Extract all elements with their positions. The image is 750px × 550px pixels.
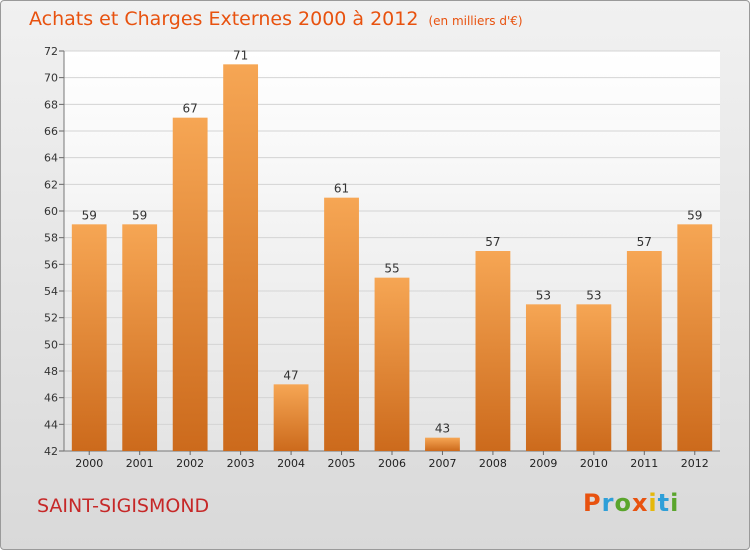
y-tick-label: 52 <box>44 312 58 325</box>
chart-title-line: Achats et Charges Externes 2000 à 2012 (e… <box>29 8 523 30</box>
bar-value-label: 53 <box>536 288 551 302</box>
bar <box>223 64 259 452</box>
bar <box>525 304 561 451</box>
x-tick-label: 2004 <box>277 457 305 470</box>
y-tick-label: 56 <box>44 258 58 271</box>
y-tick-label: 54 <box>44 285 58 298</box>
x-tick-label: 2000 <box>75 457 103 470</box>
y-tick-label: 46 <box>44 392 58 405</box>
x-tick-label: 2006 <box>378 457 406 470</box>
y-tick-label: 66 <box>44 125 58 138</box>
bar-value-label: 47 <box>283 368 298 382</box>
bar <box>324 197 359 451</box>
bar-value-label: 55 <box>384 262 399 276</box>
y-tick-label: 70 <box>44 72 58 85</box>
bar-value-label: 43 <box>435 422 450 436</box>
bar-value-label: 61 <box>334 182 349 196</box>
x-tick-label: 2003 <box>227 457 255 470</box>
bar <box>71 224 107 451</box>
x-tick-label: 2008 <box>479 457 507 470</box>
y-tick-label: 42 <box>44 445 58 458</box>
bar <box>374 277 410 451</box>
x-tick-label: 2007 <box>428 457 456 470</box>
bar-value-label: 59 <box>82 208 97 222</box>
x-tick-label: 2009 <box>529 457 557 470</box>
bar <box>273 384 309 451</box>
chart-unit: (en milliers d'€) <box>428 14 523 28</box>
y-tick-label: 48 <box>44 365 58 378</box>
brand-logo: Proxiti <box>583 489 680 517</box>
bar-value-label: 53 <box>586 288 601 302</box>
bar <box>425 437 460 451</box>
bar <box>677 224 713 451</box>
bar-value-label: 59 <box>687 208 702 222</box>
bar-value-label: 59 <box>132 208 147 222</box>
bar <box>576 304 612 451</box>
y-tick-label: 72 <box>44 45 58 58</box>
y-tick-label: 44 <box>44 418 58 431</box>
bar-value-label: 67 <box>183 102 198 116</box>
y-tick-label: 62 <box>44 178 58 191</box>
bar-value-label: 71 <box>233 48 248 62</box>
x-tick-label: 2005 <box>328 457 356 470</box>
x-tick-label: 2002 <box>176 457 204 470</box>
y-tick-label: 64 <box>44 152 58 165</box>
y-tick-label: 60 <box>44 205 58 218</box>
bar <box>475 251 511 451</box>
x-tick-label: 2010 <box>580 457 608 470</box>
bar <box>172 117 208 452</box>
place-name: SAINT-SIGISMOND <box>37 495 210 517</box>
x-tick-label: 2001 <box>126 457 154 470</box>
bar-value-label: 57 <box>485 235 500 249</box>
bar <box>122 224 158 451</box>
x-tick-label: 2011 <box>630 457 658 470</box>
bar <box>626 251 662 451</box>
y-tick-label: 58 <box>44 232 58 245</box>
y-tick-label: 50 <box>44 338 58 351</box>
y-tick-label: 68 <box>44 98 58 111</box>
bar-value-label: 57 <box>637 235 652 249</box>
x-tick-label: 2012 <box>681 457 709 470</box>
chart-title: Achats et Charges Externes 2000 à 2012 <box>29 8 419 30</box>
